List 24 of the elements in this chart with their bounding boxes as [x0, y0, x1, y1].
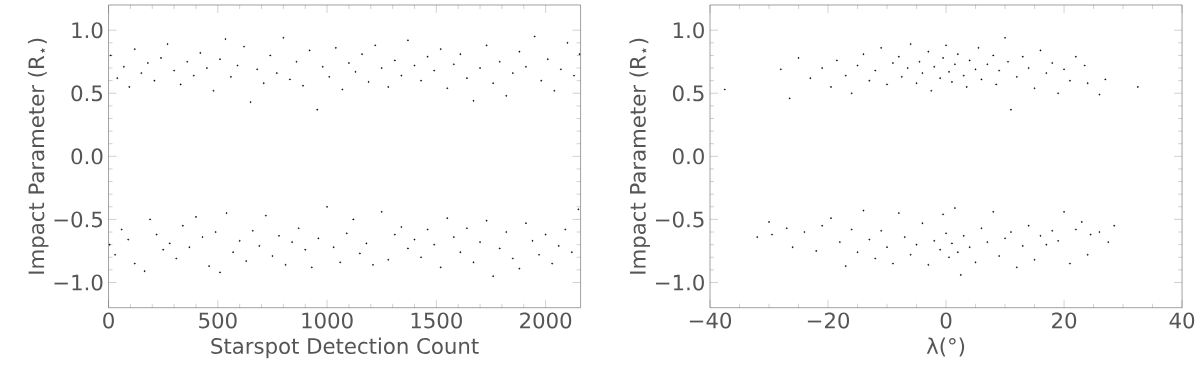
x-tick-label: 0: [103, 312, 114, 329]
x-tick-label: −20: [807, 312, 850, 329]
y-tick-label: 0.0: [71, 148, 103, 165]
x-axis-title: Starspot Detection Count: [211, 337, 479, 358]
y-tick-label: −1.0: [656, 274, 704, 291]
x-tick-label: −40: [689, 312, 732, 329]
y-tick-label: 0.0: [672, 148, 704, 165]
x-tick-label: 2000: [520, 312, 572, 329]
y-tick-label: 1.0: [72, 21, 103, 39]
x-tick-label: 1500: [411, 312, 462, 329]
y-tick-label: 0.5: [71, 85, 103, 102]
x-tick-label: 40: [1169, 312, 1195, 329]
y-tick-label: −0.5: [54, 211, 103, 228]
x-tick-label: 500: [199, 312, 237, 329]
y-tick-label: −0.5: [656, 211, 704, 228]
x-axis-title: λ(°): [926, 337, 965, 357]
y-tick-label: 1.0: [673, 21, 704, 39]
x-tick-label: 0: [940, 312, 952, 329]
y-tick-label: −1.0: [54, 274, 103, 291]
x-tick-label: 20: [1052, 312, 1077, 329]
y-tick-label: 0.5: [672, 85, 704, 102]
x-tick-label: 1000: [302, 312, 353, 329]
y-axis-title: Impact Parameter (R$_{⋆}$): [629, 38, 650, 274]
y-axis-title: Impact Parameter (R$_{⋆}$): [27, 38, 49, 274]
